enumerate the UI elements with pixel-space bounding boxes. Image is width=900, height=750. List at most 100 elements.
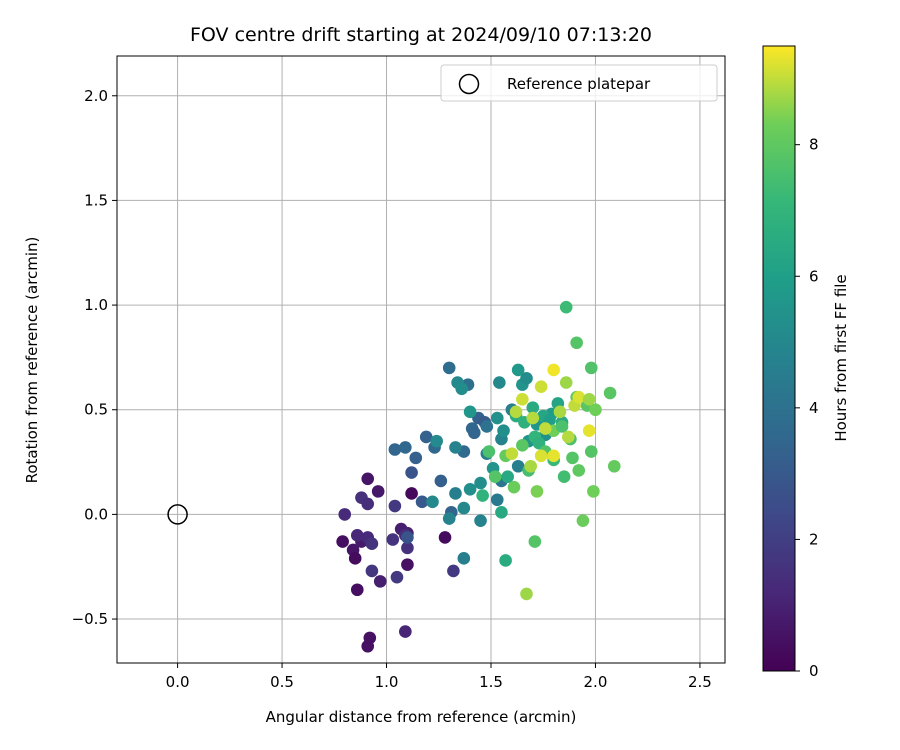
data-point [399,625,412,638]
y-tick-label: 0.5 [84,401,108,419]
data-point [589,403,602,417]
data-point [516,439,529,452]
data-point [386,533,400,546]
data-point [361,497,375,511]
chart-title: FOV centre drift starting at 2024/09/10 … [190,24,652,46]
data-point [409,451,423,465]
colorbar-gradient [762,45,796,672]
y-tick-label: 1.5 [84,191,108,209]
data-point [438,531,452,544]
plot-frame [116,55,726,664]
data-point [474,514,487,527]
x-tick-label: 0.5 [270,673,294,691]
data-point [547,449,560,463]
colorbar-tick-label: 6 [809,267,819,285]
data-point [505,447,519,460]
data-point [520,372,533,385]
data-point [405,487,418,500]
data-point [388,443,402,456]
x-tick-label: 1.5 [479,673,503,691]
data-point [566,451,579,465]
data-point [572,464,586,477]
data-point [547,363,560,377]
y-axis-ticks: −0.5 0.0 0.5 1.0 1.5 2.0 [72,87,117,628]
data-point [516,392,529,406]
data-point [497,424,510,437]
x-tick-label: 2.5 [688,673,712,691]
data-point [499,554,512,567]
data-point [449,487,462,500]
data-point [449,441,462,454]
data-point [348,552,362,565]
colorbar: 0 2 4 6 8 Hours from first FF file [762,45,850,680]
data-point [528,535,542,548]
data-point [434,474,448,488]
data-point [442,512,456,525]
data-point [350,529,364,542]
data-point [572,390,586,404]
data-point [559,376,573,389]
data-point [511,363,525,377]
data-point [463,482,477,496]
grid-lines [117,56,725,663]
data-point [501,470,515,484]
data-point [511,459,525,473]
x-tick-label: 1.0 [375,673,399,691]
data-point [539,422,552,435]
legend-box [440,64,718,102]
data-point [474,476,487,490]
data-point [373,575,387,588]
data-point [463,405,477,419]
x-tick-label: 2.0 [584,673,608,691]
data-point [507,480,521,494]
data-point [415,495,429,509]
y-tick-label: −0.5 [72,610,108,628]
reference-marker [167,504,188,525]
data-point [467,426,481,440]
x-tick-label: 0.0 [166,673,190,691]
colorbar-tick-label: 4 [809,399,819,417]
data-point [582,392,596,406]
data-point [607,459,621,473]
data-point [365,564,379,578]
data-point [480,420,494,433]
data-point [553,405,567,419]
data-points [336,300,621,653]
data-point [390,570,404,584]
data-point [570,336,583,350]
y-tick-label: 1.0 [84,296,108,314]
data-point [493,376,506,389]
colorbar-label: Hours from first FF file [832,274,850,441]
data-point [582,424,596,437]
y-tick-label: 0.0 [84,505,108,523]
data-point [584,361,598,375]
data-point [576,514,590,527]
data-point [587,485,600,498]
data-point [371,485,385,498]
x-axis-label: Angular distance from reference (arcmin) [266,708,577,726]
data-point [584,445,598,458]
data-point [520,587,533,601]
data-point [361,472,375,486]
data-point [457,501,471,515]
data-point [557,470,571,484]
data-point [524,459,537,473]
data-point [399,441,412,454]
data-point [350,583,364,597]
data-point [534,380,548,394]
data-point [476,489,489,502]
data-point [488,470,502,484]
colorbar-tick-label: 8 [809,136,819,154]
colorbar-ticks: 0 2 4 6 8 [795,136,819,680]
data-point [603,386,617,400]
data-point [509,405,523,419]
data-point [401,558,414,571]
legend-entry: Reference platepar [507,75,651,93]
data-point [338,508,352,521]
y-tick-label: 2.0 [84,87,108,105]
data-point [401,541,414,555]
legend-marker-icon [458,73,480,95]
data-point [455,382,469,396]
data-point [361,639,375,653]
